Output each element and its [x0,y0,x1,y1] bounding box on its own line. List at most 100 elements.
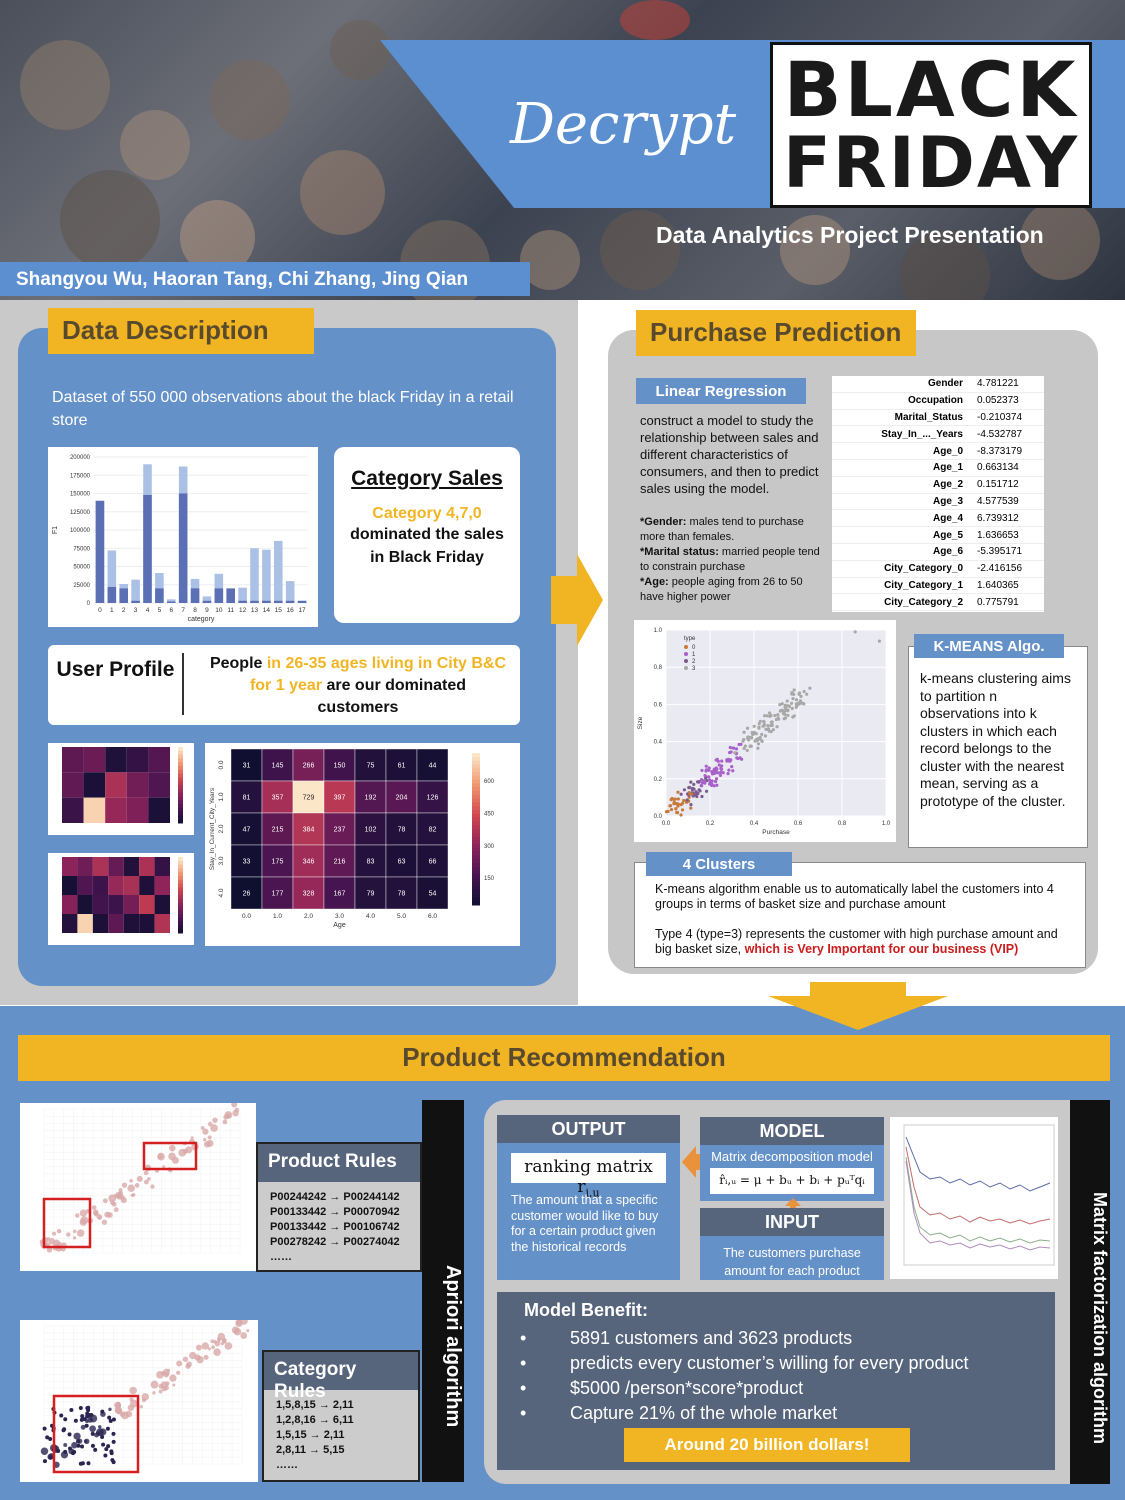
training-curves-plot [890,1117,1058,1279]
bar [107,550,117,603]
small-colorbar-segment [178,921,183,926]
heatmap-value: 66 [429,859,437,866]
coefficient-row: Age_1 0.663134 [832,460,1044,477]
scatter-point [720,764,724,768]
apriori-point [222,1339,227,1344]
scatter-point [794,705,798,709]
apriori-point [106,1212,113,1218]
bar [119,588,129,603]
scatter-point [681,801,685,805]
colorbar-segment [472,874,480,879]
small-colorbar-segment [178,785,183,790]
heatmap-cell [354,812,387,846]
output-box: OUTPUT ranking matrix ri,u The amount th… [497,1115,680,1280]
scatter-point [679,792,683,796]
scatter-ytick-label: 0.6 [654,702,663,708]
small-heatmap-cell [92,857,109,876]
bar [178,493,188,603]
apriori-point [129,1386,137,1395]
scatter-point [721,771,725,775]
purchase-prediction-heading: Purchase Prediction [636,310,916,356]
bar [214,588,224,603]
scatter-ytick-label: 0.0 [654,814,663,820]
apriori-point [48,1237,56,1245]
heatmap-xlabel: Age [333,922,346,929]
apriori-point [89,1425,96,1433]
scatter-point [775,725,779,729]
apriori-point [130,1193,134,1198]
apriori-point [203,1141,211,1148]
scatter-point [781,712,786,716]
regression-note-value: males tend to purchase more than females… [640,516,804,543]
up-arrow-icon [785,1198,801,1212]
heatmap-value: 204 [396,795,408,802]
coefficient-name: Age_2 [932,479,963,491]
apriori-point [40,1447,49,1455]
scatter-point [750,736,754,740]
colorbar-segment [472,756,480,762]
benefit-text: $5000 /person*score*product [570,1378,804,1398]
regression-note-key: *Gender: [640,516,687,528]
apriori-point [136,1175,143,1182]
bar-xtick-label: 17 [298,607,306,614]
bar-xtick-label: 10 [215,607,223,614]
colorbar-segment [472,798,480,803]
scatter-point [767,711,772,715]
scatter-point [712,784,716,788]
regression-note: *Gender: males tend to purchase more tha… [640,515,826,545]
apriori-point [48,1455,53,1460]
heatmap-value: 83 [367,859,375,866]
input-box: INPUT The customers purchase amount for … [700,1208,884,1280]
apriori-point [163,1385,169,1391]
apriori-point [98,1425,102,1429]
apriori-point [150,1380,159,1389]
small-heatmap-2-svg [62,857,183,934]
apriori-point [114,1401,122,1409]
apriori-point [76,1229,85,1237]
apriori-point [158,1389,163,1394]
colorbar-segment [472,863,480,868]
colorbar-segment [472,848,480,853]
coefficient-value: 0.663134 [977,462,1019,474]
colorbar-segment [472,817,480,822]
scatter-point [713,770,717,774]
scatter-xtick-label: 0.0 [662,821,671,827]
scatter-point [776,713,780,717]
apriori-point [108,1407,112,1412]
heatmap-value: 78 [398,827,406,834]
heatmap-cell [292,748,325,782]
heatmap-xtick-label: 2.0 [304,913,313,920]
heatmap-value: 75 [367,763,375,770]
scatter-point [770,723,774,727]
colorbar-segment [472,783,480,788]
heatmap-value: 192 [365,795,377,802]
small-colorbar-segment [178,883,183,888]
scatter-point [765,714,769,718]
scatter-legend-title: type [684,636,696,642]
small-heatmap-cell [139,914,155,933]
highlight-box [42,1197,92,1249]
kmeans-scatter-svg: 0.0 0.2 0.4 0.6 0.8 1.0 0.0 0.2 0.4 0.6 0.8 1.0 type… [637,628,891,836]
bar-xtick-label: 7 [181,607,185,614]
apriori-point [85,1406,90,1411]
regression-note: *Age: people aging from 26 to 50 have hi… [640,575,826,605]
apriori-point [147,1177,151,1181]
apriori-point [143,1170,149,1176]
apriori-point [111,1417,116,1422]
coefficient-row: Gender 4.781221 [832,376,1044,393]
coefficient-value: 4.577539 [977,495,1019,507]
heatmap-value: 357 [272,795,284,802]
scatter-point [688,791,692,796]
category-rules-plot [20,1317,258,1482]
scatter-point [741,739,745,743]
kmeans-scatter-plot: 0.0 0.2 0.4 0.6 0.8 1.0 0.0 0.2 0.4 0.6 0.8 1.0 type… [634,620,896,842]
small-colorbar-segment [178,750,183,756]
scatter-ytick-label: 0.8 [654,665,663,671]
small-heatmap-cell [92,914,109,933]
apriori-point [235,1319,243,1326]
small-heatmap-cell [83,797,106,823]
apriori-point [150,1184,155,1189]
scatter-point [764,727,768,731]
colorbar-segment [472,802,480,807]
product-rules-list: P00244242 → P00244142 P00133442 → P000709… [258,1182,420,1273]
